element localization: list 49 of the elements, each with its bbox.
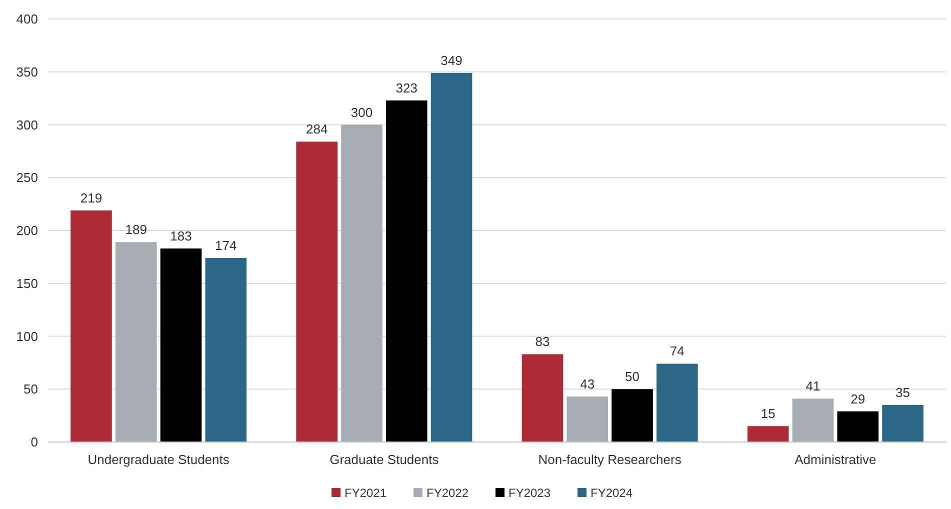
legend-label: FY2021 bbox=[344, 486, 387, 500]
legend-label: FY2023 bbox=[508, 486, 551, 500]
bar bbox=[341, 124, 382, 442]
x-tick-label: Graduate Students bbox=[330, 452, 440, 467]
y-tick-label: 0 bbox=[30, 434, 38, 450]
data-label: 300 bbox=[350, 104, 373, 120]
data-label: 50 bbox=[625, 369, 640, 384]
data-label: 189 bbox=[125, 222, 147, 238]
bar bbox=[882, 404, 924, 442]
data-label: 174 bbox=[215, 238, 237, 253]
data-label: 41 bbox=[806, 378, 820, 394]
y-tick-label: 200 bbox=[16, 223, 38, 238]
legend-label: FY2024 bbox=[590, 486, 633, 500]
x-tick-label: Undergraduate Students bbox=[88, 452, 230, 467]
y-tick-label: 150 bbox=[16, 276, 38, 291]
data-label: 83 bbox=[535, 334, 550, 350]
data-label: 15 bbox=[760, 406, 776, 422]
bar bbox=[160, 248, 202, 442]
bar bbox=[612, 389, 653, 442]
bar bbox=[205, 258, 247, 442]
x-tick-label: Administrative bbox=[794, 452, 876, 467]
legend-label: FY2022 bbox=[426, 486, 469, 500]
data-label: 35 bbox=[896, 384, 910, 400]
y-tick-label: 300 bbox=[16, 117, 38, 132]
data-label: 183 bbox=[170, 228, 192, 244]
bar bbox=[430, 72, 472, 442]
data-label: 284 bbox=[306, 122, 328, 137]
y-tick-label: 50 bbox=[24, 382, 38, 397]
bar bbox=[115, 242, 157, 442]
bar bbox=[522, 354, 564, 442]
y-tick-label: 400 bbox=[16, 12, 38, 27]
y-tick-label: 350 bbox=[16, 64, 38, 80]
data-label: 349 bbox=[440, 52, 462, 68]
bar bbox=[386, 100, 428, 442]
y-tick-label: 250 bbox=[16, 170, 38, 186]
bar bbox=[837, 411, 879, 442]
x-tick-label: Non-faculty Researchers bbox=[538, 452, 682, 467]
bar bbox=[792, 398, 834, 442]
data-label: 219 bbox=[80, 190, 102, 206]
data-label: 29 bbox=[850, 391, 866, 406]
bar bbox=[296, 142, 338, 442]
bar bbox=[747, 426, 789, 442]
data-label: 43 bbox=[580, 376, 595, 392]
data-label: 74 bbox=[670, 344, 684, 359]
data-label: 323 bbox=[396, 80, 418, 96]
y-tick-label: 100 bbox=[16, 328, 38, 344]
bar bbox=[656, 364, 698, 442]
bar bbox=[70, 210, 112, 442]
bar bbox=[566, 396, 608, 442]
